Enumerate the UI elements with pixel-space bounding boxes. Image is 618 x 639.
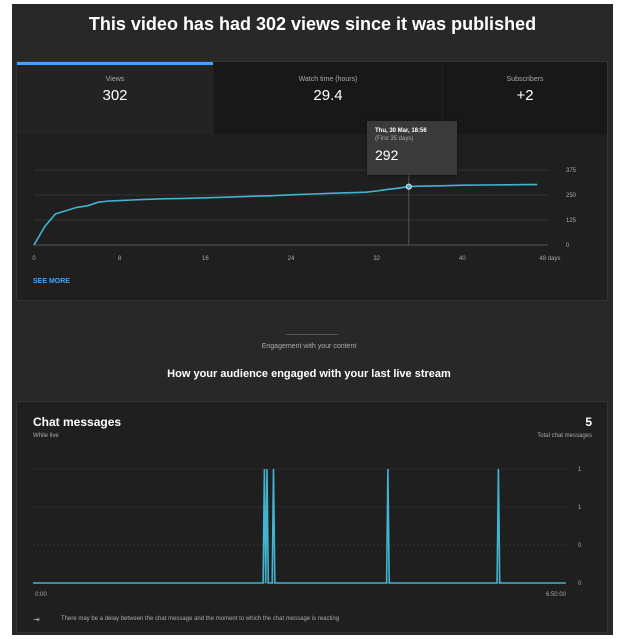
x-tick-label: 48 days	[539, 256, 560, 262]
views-series-line	[33, 183, 538, 246]
chat-card	[16, 401, 608, 633]
y-tick-label: 250	[566, 193, 577, 199]
tooltip-date: Thu, 30 Mar, 18:56	[375, 128, 427, 134]
tab-subscribers[interactable]: Subscribers +2	[443, 62, 607, 134]
page-headline: This video has had 302 views since it wa…	[88, 14, 537, 34]
tooltip-value: 292	[375, 147, 399, 163]
x-tick-label: 32	[373, 256, 380, 262]
x-tick-label: 0:00	[35, 592, 47, 598]
tab-watch-time-value: 29.4	[313, 87, 343, 104]
y-tick-label: 1	[578, 505, 582, 511]
y-tick-label: 125	[566, 218, 577, 224]
tab-watch-time-label: Watch time (hours)	[298, 76, 358, 83]
metric-tabs: Views 302 Watch time (hours) 29.4 Subscr…	[17, 62, 607, 134]
see-more-link[interactable]: SEE MORE	[33, 278, 70, 285]
engagement-title: How your audience engaged with your last…	[167, 368, 451, 380]
chat-messages-subtitle: While live	[33, 433, 59, 439]
chat-delay-icon: ⇥	[33, 615, 40, 624]
views-card: Views 302 Watch time (hours) 29.4 Subscr…	[16, 61, 608, 301]
tab-views-value: 302	[102, 87, 128, 104]
x-tick-label: 0	[32, 256, 36, 262]
y-tick-label: 0	[578, 543, 582, 549]
x-tick-label: 24	[288, 256, 295, 262]
chat-messages-count: 5	[585, 415, 592, 429]
chat-series-line	[33, 468, 566, 584]
x-tick-label: 16	[202, 256, 209, 262]
x-tick-label: 40	[459, 256, 466, 262]
y-tick-label: 1	[578, 467, 582, 473]
tab-subscribers-label: Subscribers	[506, 76, 544, 83]
y-tick-label: 0	[566, 243, 570, 249]
chart-tooltip: Thu, 30 Mar, 18:56 (First 35 days) 292	[367, 121, 457, 175]
x-tick-label: 8	[118, 256, 122, 262]
y-tick-label: 0	[578, 581, 582, 587]
tab-subscribers-value: +2	[516, 87, 534, 104]
x-tick-label: 6:50:00	[546, 592, 567, 598]
section-divider	[286, 334, 338, 335]
tab-views-label: Views	[105, 76, 125, 83]
engagement-caption: Engagement with your content	[261, 343, 357, 350]
y-tick-label: 375	[566, 168, 577, 174]
chat-messages-title: Chat messages	[33, 415, 122, 429]
highlight-point	[405, 183, 412, 190]
chat-messages-count-label: Total chat messages	[537, 433, 592, 439]
tooltip-period: (First 35 days)	[375, 136, 414, 142]
tab-watch-time[interactable]: Watch time (hours) 29.4	[214, 62, 442, 134]
tab-views[interactable]: Views 302	[17, 62, 213, 134]
chat-delay-note: There may be a delay between the chat me…	[61, 616, 340, 622]
